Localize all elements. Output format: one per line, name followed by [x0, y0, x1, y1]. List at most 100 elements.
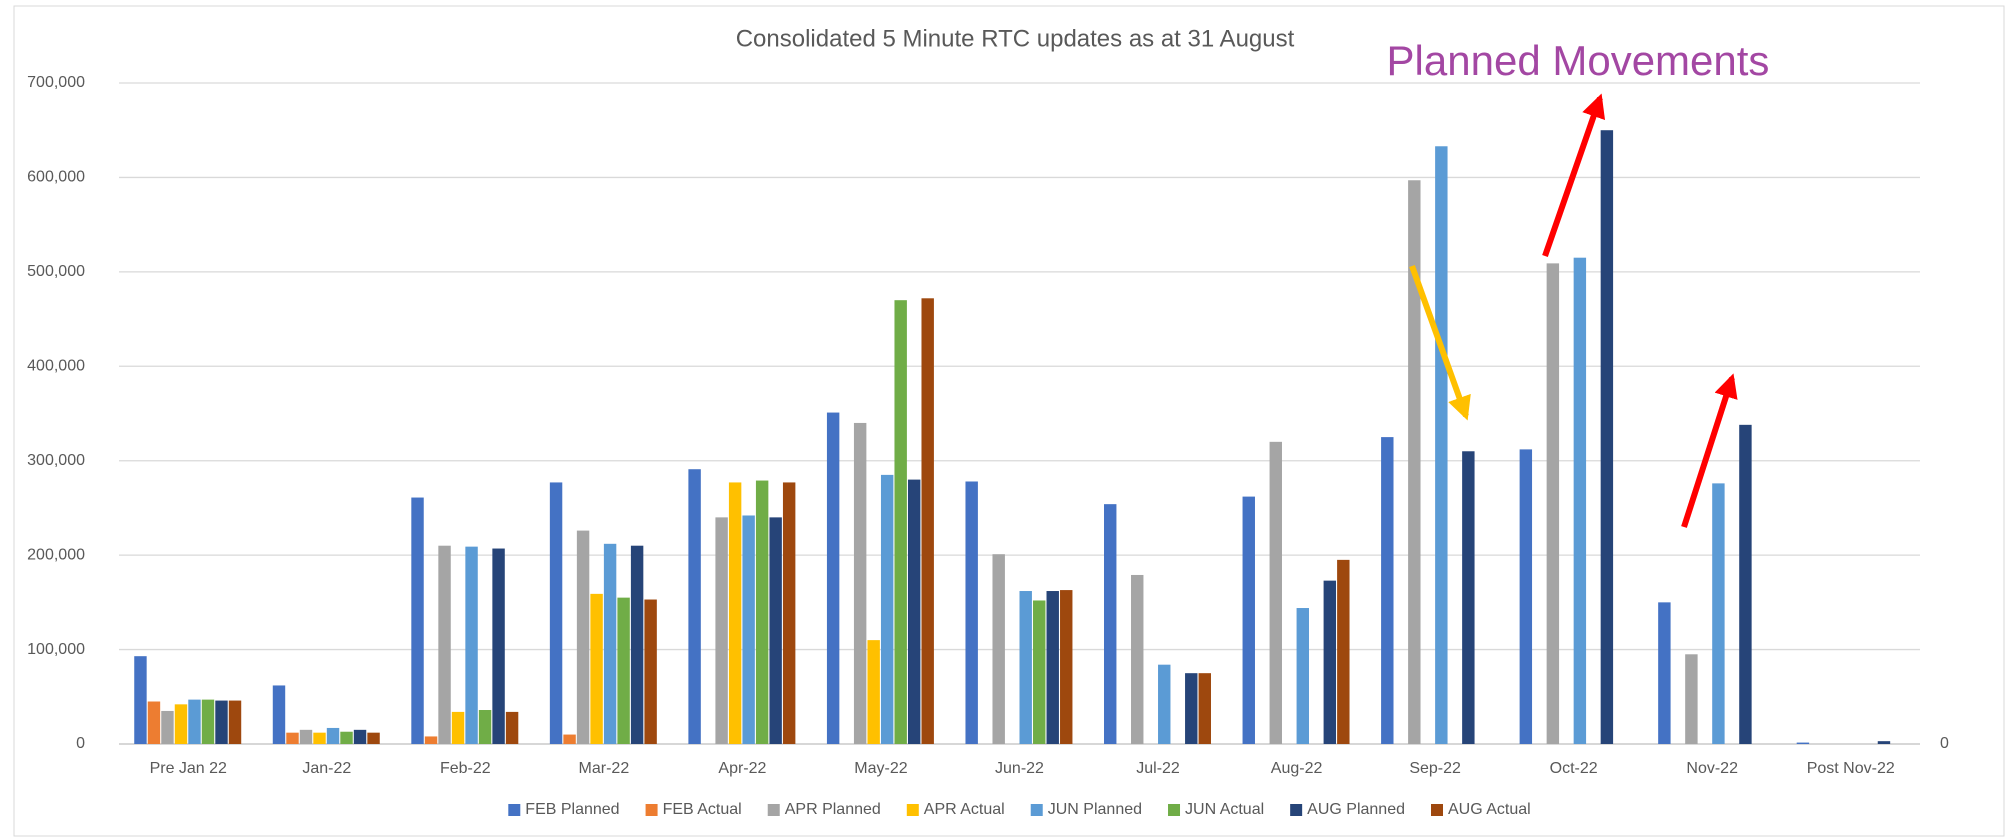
bar — [590, 593, 603, 744]
legend-swatch — [1290, 804, 1303, 816]
bar — [1408, 180, 1421, 745]
bar — [272, 685, 286, 744]
bar — [1060, 590, 1073, 744]
x-tick-label: Sep-22 — [1409, 760, 1461, 777]
legend: FEB Planned FEB Actual APR Planned APR Actu… — [508, 801, 1531, 818]
bar — [367, 732, 380, 744]
y-tick-label: 500,000 — [27, 263, 85, 280]
bar — [1600, 130, 1614, 744]
bar — [1185, 673, 1198, 744]
bar — [1877, 741, 1891, 744]
bar — [286, 732, 299, 744]
bar — [161, 710, 174, 744]
bar — [1046, 591, 1059, 744]
bar — [451, 711, 465, 744]
bar — [1269, 441, 1282, 744]
bar — [992, 554, 1005, 744]
bar — [1381, 437, 1394, 744]
y2-tick-label: 0 — [1940, 735, 1949, 752]
chart-title: Consolidated 5 Minute RTC updates as at … — [736, 25, 1295, 52]
bar — [1131, 574, 1144, 744]
y-tick-label: 0 — [76, 735, 85, 752]
x-tick-label: Aug-22 — [1271, 760, 1323, 777]
legend-swatch — [645, 804, 658, 816]
bar — [1242, 496, 1255, 744]
bar — [465, 546, 478, 744]
legend-label: JUN Planned — [1048, 801, 1142, 818]
legend-label: APR Planned — [785, 801, 881, 818]
y-tick-label: 200,000 — [27, 546, 85, 563]
bar — [326, 727, 340, 744]
bar — [505, 711, 519, 744]
bar — [215, 700, 228, 744]
bar — [1198, 673, 1211, 744]
legend-swatch — [508, 804, 521, 816]
bar — [603, 543, 617, 744]
legend-swatch — [1431, 804, 1443, 816]
bar — [826, 412, 840, 744]
bar — [1019, 591, 1032, 744]
bar — [1158, 664, 1171, 744]
bar — [644, 599, 657, 744]
bar — [907, 479, 921, 744]
bar — [424, 736, 438, 744]
bar — [438, 545, 451, 744]
bar — [340, 731, 353, 744]
annotation: Planned Movements — [1387, 37, 1770, 84]
bar — [1546, 263, 1560, 744]
bar — [549, 482, 563, 744]
bar — [755, 480, 769, 744]
x-tick-label: Post Nov-22 — [1807, 760, 1895, 777]
bar — [688, 469, 701, 744]
bar — [313, 732, 326, 744]
chart-frame — [13, 5, 2005, 837]
legend-label: AUG Actual — [1448, 801, 1531, 818]
bar — [1712, 483, 1725, 744]
plot: 0 100,000 200,000 300,000 400,000 500,000 600,… — [27, 74, 1949, 818]
x-tick-label: Feb-22 — [440, 760, 491, 777]
bar — [1435, 146, 1448, 744]
x-tick-label: Apr-22 — [718, 760, 766, 777]
arrow — [1681, 373, 1738, 528]
bar — [1658, 602, 1671, 744]
bar — [965, 481, 978, 744]
bar — [576, 530, 590, 744]
x-tick-label: Jan-22 — [302, 760, 351, 777]
bar — [769, 517, 782, 744]
bar — [478, 710, 492, 744]
bar — [894, 300, 907, 744]
bar — [563, 734, 576, 744]
bar — [1462, 451, 1475, 744]
legend-swatch — [767, 804, 780, 816]
y-tick-label: 600,000 — [27, 169, 85, 186]
bar — [1519, 449, 1533, 744]
x-tick-label: Mar-22 — [579, 760, 630, 777]
bar — [1033, 600, 1046, 744]
bar — [1104, 504, 1117, 744]
bar — [201, 699, 215, 744]
y-tick-label: 300,000 — [27, 452, 85, 469]
legend-swatch — [906, 804, 919, 816]
bar — [853, 422, 867, 744]
bar — [921, 298, 934, 744]
bar — [228, 700, 242, 744]
bar — [353, 729, 367, 744]
bar — [147, 701, 161, 744]
x-tick-label: Nov-22 — [1686, 760, 1738, 777]
bar — [715, 517, 728, 744]
x-tick-label: Jul-22 — [1136, 760, 1180, 777]
bar — [880, 474, 894, 744]
y-tick-label: 100,000 — [27, 641, 85, 658]
bar — [174, 704, 188, 744]
legend-label: FEB Actual — [663, 801, 742, 818]
bar — [492, 548, 505, 744]
bar — [411, 497, 424, 744]
bar — [630, 545, 644, 744]
bar — [1323, 580, 1337, 744]
x-tick-label: Oct-22 — [1550, 760, 1598, 777]
x-tick-label: Pre Jan 22 — [150, 760, 227, 777]
bar — [1337, 559, 1350, 744]
bar — [1739, 424, 1752, 744]
bar — [1685, 654, 1698, 744]
legend-swatch — [1030, 804, 1043, 816]
